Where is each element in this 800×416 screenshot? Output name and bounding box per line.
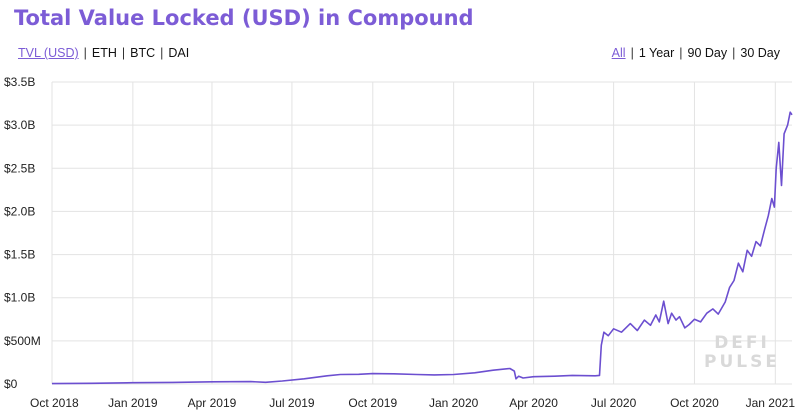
x-tick-label: Jan 2020	[429, 396, 479, 410]
y-tick-label: $2.0B	[4, 204, 35, 218]
y-tick-label: $2.5B	[4, 161, 35, 175]
range-all[interactable]: All	[611, 46, 626, 60]
divider: |	[679, 46, 683, 60]
divider: |	[630, 46, 634, 60]
x-tick-label: Jan 2019	[108, 396, 158, 410]
asset-toggle-group: TVL (USD) | ETH | BTC | DAI	[18, 46, 189, 60]
x-tick-label: Apr 2020	[509, 396, 558, 410]
toggle-tvl-usd[interactable]: TVL (USD)	[18, 46, 79, 60]
toggle-eth[interactable]: ETH	[91, 46, 117, 60]
toggle-btc[interactable]: BTC	[130, 46, 156, 60]
tvl-series-line	[51, 111, 793, 385]
divider: |	[121, 46, 126, 60]
defi-pulse-watermark: DEFI PULSE	[704, 334, 780, 372]
range-30-day[interactable]: 30 Day	[740, 46, 780, 60]
x-tick-label: Oct 2019	[348, 396, 397, 410]
y-tick-label: $3.0B	[4, 118, 35, 132]
toggle-dai[interactable]: DAI	[168, 46, 190, 60]
y-tick-label: $3.5B	[4, 75, 35, 89]
x-tick-label: Jul 2020	[591, 396, 637, 410]
x-tick-label: Jul 2019	[269, 396, 315, 410]
page-title: Total Value Locked (USD) in Compound	[14, 6, 474, 30]
y-tick-label: $1.5B	[4, 248, 35, 262]
divider: |	[732, 46, 736, 60]
divider: |	[83, 46, 87, 60]
watermark-line-2: PULSE	[704, 352, 780, 372]
y-tick-label: $1.0B	[4, 291, 35, 305]
range-toggle-group: All | 1 Year | 90 Day | 30 Day	[612, 46, 780, 60]
divider: |	[160, 46, 164, 60]
y-tick-label: $0	[4, 377, 18, 391]
x-tick-label: Oct 2020	[670, 396, 719, 410]
watermark-line-1: DEFI	[714, 333, 770, 353]
y-tick-label: $500M	[4, 334, 41, 348]
x-tick-label: Jan 2021	[746, 396, 796, 410]
x-tick-label: Oct 2018	[30, 396, 79, 410]
x-tick-label: Apr 2019	[188, 396, 237, 410]
range-1-year[interactable]: 1 Year	[638, 46, 675, 60]
range-90-day[interactable]: 90 Day	[687, 46, 728, 60]
